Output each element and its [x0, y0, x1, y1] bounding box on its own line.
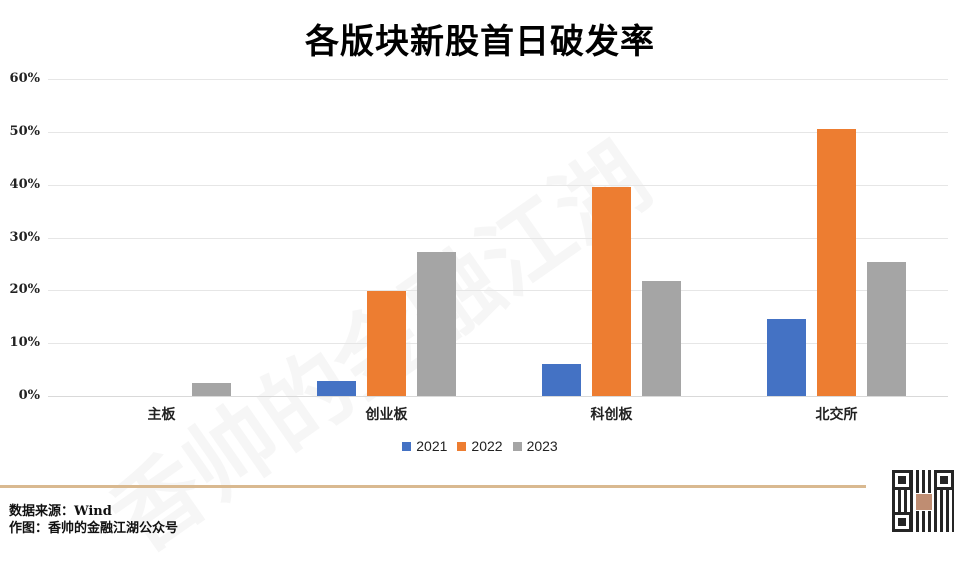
y-tick-label: 0% [18, 388, 40, 403]
y-tick-label: 20% [9, 282, 40, 298]
x-tick-label: 创业板 [365, 407, 408, 423]
bar-2021 [767, 318, 806, 396]
footer: 数据来源：Wind 作图：香帅的金融江湖公众号 [9, 503, 178, 537]
x-tick-label: 北交所 [815, 407, 858, 423]
gridline [48, 79, 948, 80]
x-tick-label: 科创板 [590, 407, 633, 423]
gridline [48, 290, 948, 292]
bar-2023 [192, 382, 231, 396]
bar-2021 [317, 380, 356, 396]
qr-code-icon [892, 470, 954, 532]
legend-swatch-icon [457, 441, 467, 451]
qr-finder [892, 512, 912, 532]
chart-title: 各版块新股首日破发率 [305, 22, 655, 62]
legend-label: 2021 [416, 438, 448, 454]
bar-2022 [592, 186, 631, 396]
gridline [48, 396, 948, 397]
legend-item: 2021 [402, 438, 447, 454]
legend-swatch-icon [402, 441, 412, 451]
legend-item: 2023 [512, 438, 558, 454]
source-note: 数据来源：Wind [9, 504, 112, 519]
bar-2023 [642, 280, 681, 396]
gridline [48, 184, 948, 186]
bar-2022 [367, 290, 406, 396]
bar-2023 [417, 251, 456, 396]
legend-label: 2023 [526, 438, 558, 454]
bar-2021 [542, 363, 581, 396]
qr-avatar [915, 493, 933, 511]
y-tick-label: 10% [9, 335, 40, 351]
gridline [48, 237, 948, 239]
legend: 2021 2022 2023 [0, 438, 960, 454]
gridline [48, 131, 948, 133]
legend-label: 2022 [471, 438, 503, 454]
y-tick-label: 30% [9, 229, 40, 245]
x-tick-label: 主板 [147, 407, 176, 423]
y-tick-label: 50% [9, 123, 40, 139]
legend-swatch-icon [512, 441, 522, 451]
author-note: 作图：香帅的金融江湖公众号 [9, 521, 179, 536]
footer-divider [0, 485, 866, 488]
legend-item: 2022 [457, 438, 503, 454]
qr-finder [934, 470, 954, 490]
bar-2023 [867, 261, 906, 396]
y-tick-label: 60% [9, 71, 40, 86]
qr-finder [892, 470, 912, 490]
bar-2022 [817, 129, 856, 396]
gridline [48, 343, 948, 345]
y-tick-label: 40% [9, 176, 40, 192]
plot-area [48, 79, 948, 397]
